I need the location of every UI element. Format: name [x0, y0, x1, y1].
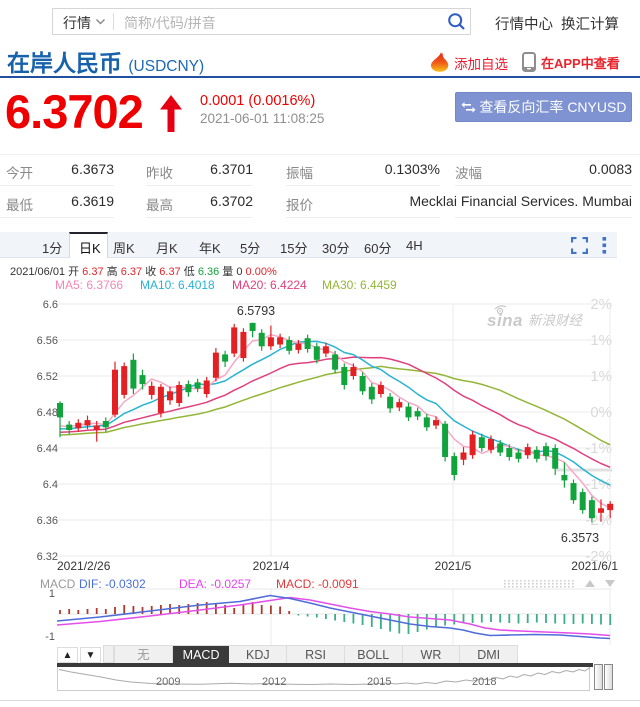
svg-text:2%: 2%	[590, 296, 612, 313]
svg-text:6.32: 6.32	[37, 551, 58, 563]
svg-text:MACD: MACD	[40, 577, 76, 591]
svg-text:DEA: -0.0257: DEA: -0.0257	[179, 577, 251, 591]
svg-text:MA20: 6.4224: MA20: 6.4224	[232, 278, 307, 292]
svg-text:MA30: 6.4459: MA30: 6.4459	[322, 278, 397, 292]
svg-text:-1: -1	[45, 631, 55, 643]
svg-text:-1%: -1%	[585, 476, 612, 493]
svg-text:2021/4: 2021/4	[253, 559, 290, 573]
svg-text:DIF: -0.0302: DIF: -0.0302	[79, 577, 146, 591]
svg-text:1%: 1%	[590, 368, 612, 385]
svg-text:MA5: 6.3766: MA5: 6.3766	[55, 278, 123, 292]
svg-text:6.44: 6.44	[37, 443, 58, 455]
svg-text:新浪财经: 新浪财经	[528, 313, 583, 328]
svg-text:6.5793: 6.5793	[237, 304, 275, 318]
svg-text:MA10: 6.4018: MA10: 6.4018	[140, 278, 215, 292]
svg-text:6.4: 6.4	[43, 479, 58, 491]
svg-text:2021/6/1: 2021/6/1	[571, 559, 618, 573]
svg-text:6.3573: 6.3573	[561, 531, 599, 545]
svg-text:6.48: 6.48	[37, 407, 58, 419]
svg-text:6.6: 6.6	[43, 299, 58, 311]
svg-text:0%: 0%	[590, 404, 612, 421]
svg-text:6.52: 6.52	[37, 371, 58, 383]
svg-text:2021/5: 2021/5	[435, 559, 472, 573]
svg-text:-1%: -1%	[585, 440, 612, 457]
svg-text:1: 1	[49, 588, 55, 600]
svg-text:2021/2/26: 2021/2/26	[57, 559, 111, 573]
svg-text:2021/06/01 开 6.37 高 6.37 收 6.3: 2021/06/01 开 6.37 高 6.37 收 6.37 低 6.36 量…	[10, 264, 277, 278]
svg-text:MACD: -0.0091: MACD: -0.0091	[276, 577, 359, 591]
svg-text:1%: 1%	[590, 332, 612, 349]
svg-text:sina: sina	[487, 311, 523, 330]
svg-text:6.36: 6.36	[37, 515, 58, 527]
svg-text:-2%: -2%	[585, 548, 612, 565]
svg-text:6.56: 6.56	[37, 335, 58, 347]
